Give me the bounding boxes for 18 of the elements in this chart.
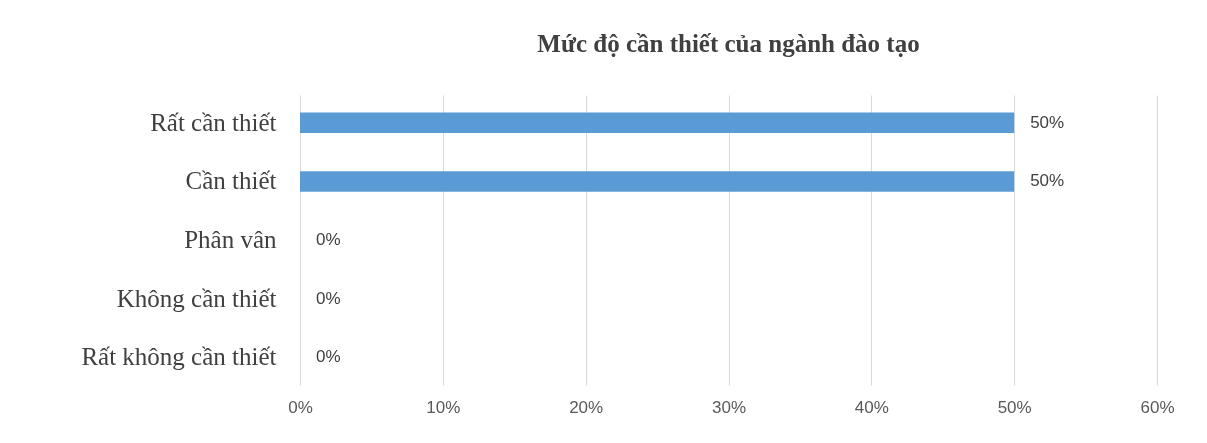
x-tick-label: 40% — [854, 397, 889, 417]
y-tick-label: Không cần thiết — [116, 284, 277, 312]
data-label: 0% — [316, 288, 341, 308]
y-tick-label: Rất không cần thiết — [81, 343, 277, 371]
data-label: 0% — [316, 347, 341, 367]
y-tick-label: Phân vân — [184, 226, 277, 253]
x-tick-label: 10% — [426, 397, 461, 417]
x-tick-label: 50% — [997, 397, 1032, 417]
data-label: 0% — [316, 230, 341, 249]
x-tick-label: 60% — [1140, 397, 1175, 417]
x-tick-label: 0% — [288, 397, 313, 417]
x-tick-label: 30% — [711, 397, 747, 417]
data-label: 50% — [1030, 171, 1065, 191]
y-tick-label: Rất cần thiết — [150, 108, 277, 136]
x-tick-label: 20% — [569, 397, 604, 417]
chart-title: Mức độ cần thiết của ngành đào tạo — [537, 30, 920, 57]
data-label: 50% — [1030, 112, 1065, 132]
y-tick-label: Cần thiết — [185, 167, 277, 195]
